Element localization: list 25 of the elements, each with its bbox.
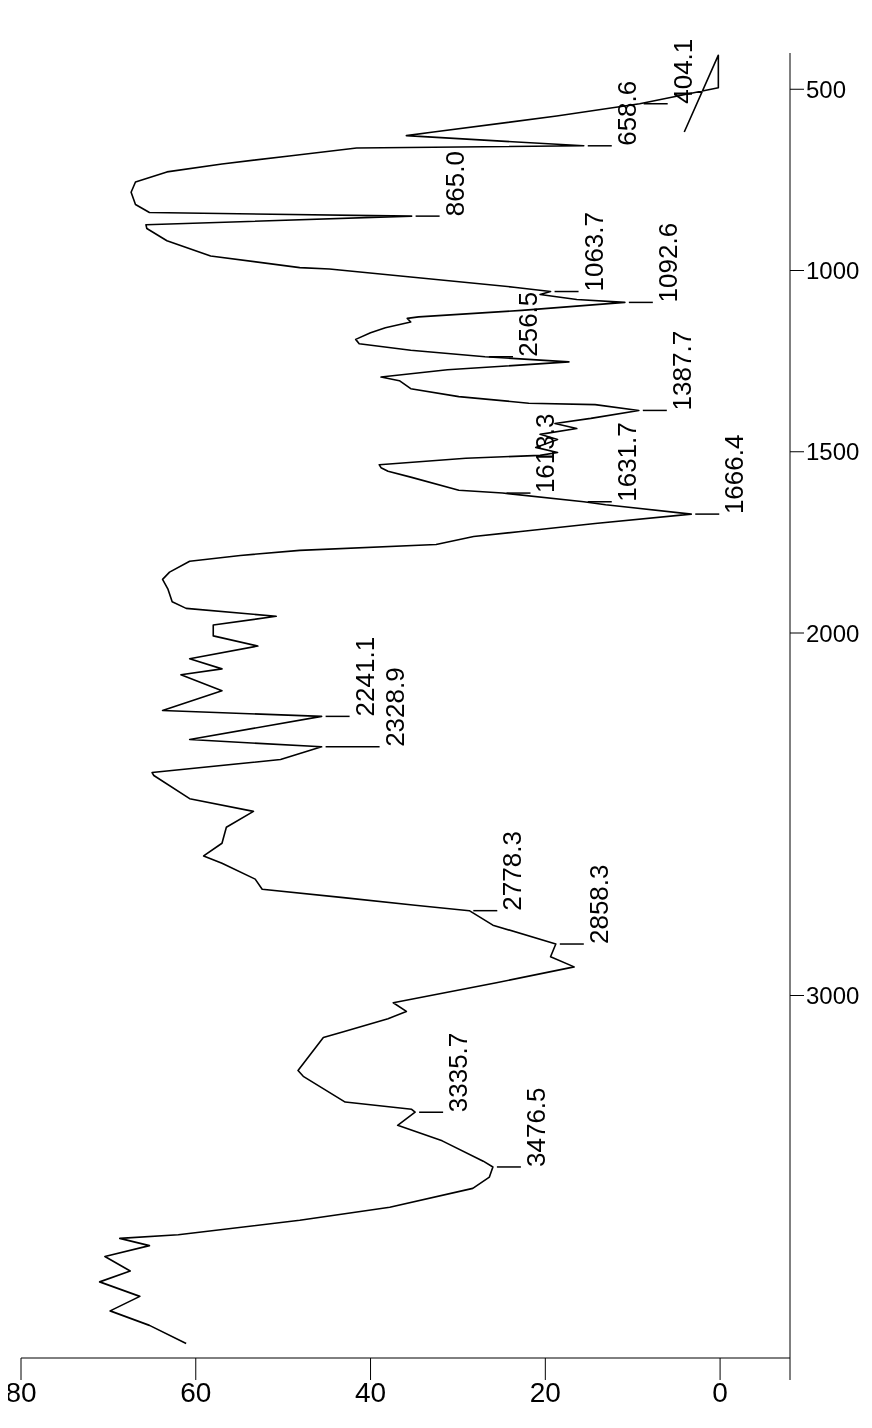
x-tick-label: 0 — [712, 1376, 728, 1408]
x-tick-label: 40 — [354, 1376, 387, 1408]
annotation: 2328.9 — [379, 667, 410, 747]
x-tick-label: 60 — [180, 1376, 212, 1408]
annotation: 1613.3 — [530, 413, 561, 494]
y-tick-label: 2000 — [806, 619, 860, 647]
y-tick-label: 1000 — [806, 257, 860, 285]
annotation: 3335.7 — [443, 1032, 474, 1113]
annotation: 1063.7 — [578, 211, 609, 292]
annotation: 1092.6 — [652, 222, 683, 303]
annotation: 404.1 — [667, 38, 698, 104]
annotation: 256.5 — [513, 291, 544, 357]
annotation: 3476.5 — [520, 1087, 551, 1167]
annotation: 865.0 — [439, 151, 470, 217]
y-tick-label: 3000 — [806, 982, 860, 1010]
annotation: 1666.4 — [719, 434, 750, 515]
annotation: 1387.7 — [666, 330, 697, 411]
annotation: 1631.7 — [611, 422, 642, 502]
annotation: 2778.3 — [497, 831, 528, 911]
annotation: 658.6 — [611, 80, 642, 146]
annotation: 2241.1 — [349, 636, 380, 717]
annotation: 2858.3 — [583, 864, 614, 945]
x-tick-label: 20 — [529, 1376, 561, 1408]
y-tick-label: 1500 — [806, 438, 860, 466]
y-tick-label: 500 — [806, 75, 847, 103]
